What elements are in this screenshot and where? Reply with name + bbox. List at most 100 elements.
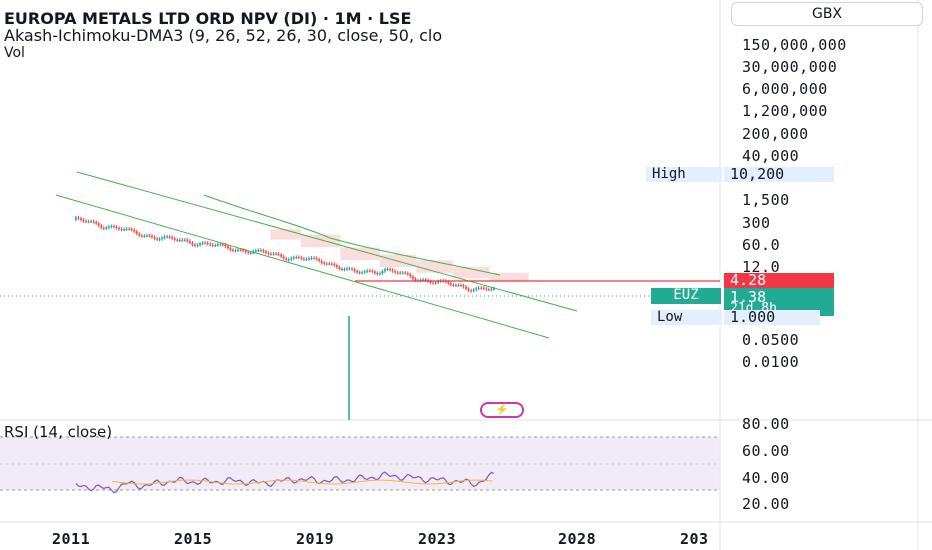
price-axis-label: 300 <box>742 214 771 232</box>
candle-body <box>348 268 351 270</box>
candle-body <box>87 221 90 223</box>
candle-body <box>300 257 303 259</box>
symbol-tag[interactable]: EUZ <box>651 288 721 304</box>
candle-body <box>447 281 450 284</box>
price-axis-label: 150,000,000 <box>742 36 847 54</box>
candle-body <box>459 285 462 287</box>
rsi-smoothing <box>112 479 493 485</box>
candle-body <box>414 278 417 281</box>
price-value: 1.38 <box>730 288 767 306</box>
price-axis-label: 1,200,000 <box>742 102 828 120</box>
candle-body <box>490 288 493 290</box>
lightning-icon[interactable]: ⚡ <box>480 402 524 418</box>
candle-body <box>148 235 151 237</box>
candle-body <box>219 244 222 246</box>
candle-body <box>206 242 209 244</box>
candle-body <box>409 274 412 277</box>
candle-body <box>470 290 473 292</box>
candle-body <box>112 226 115 228</box>
candle-body <box>107 226 110 228</box>
cloud-segment <box>340 247 380 261</box>
candle-body <box>356 270 359 273</box>
volume-label[interactable]: Vol <box>4 45 25 61</box>
price-axis-label: 30,000,000 <box>742 58 838 76</box>
candles <box>74 215 495 293</box>
price-axis-label: 6,000,000 <box>742 80 828 98</box>
candle-body <box>153 237 156 239</box>
candle-body <box>242 249 245 251</box>
high-label-tag: High <box>646 167 722 182</box>
candle-body <box>221 244 224 246</box>
candle-body <box>191 242 194 245</box>
candle-body <box>140 235 143 237</box>
candle-body <box>366 270 369 272</box>
rsi-axis-label: 60.00 <box>742 442 790 460</box>
rsi-series <box>75 471 495 494</box>
candle-body <box>424 279 427 281</box>
candle-body <box>358 272 361 274</box>
x-axis-label: 2019 <box>296 530 335 548</box>
candle-body <box>102 227 105 229</box>
candle-body <box>465 286 468 289</box>
price-axis-label: 0.0500 <box>742 331 800 349</box>
candle-body <box>259 249 262 251</box>
candle-body <box>485 288 488 290</box>
candle-body <box>244 250 247 253</box>
candle-body <box>204 242 207 244</box>
price-axis-label: 200,000 <box>742 125 809 143</box>
candle-body <box>325 263 328 265</box>
candle-body <box>158 239 161 241</box>
candle-body <box>454 285 457 287</box>
candle-body <box>161 237 164 240</box>
candle-body <box>90 221 93 223</box>
candle-body <box>201 242 204 244</box>
currency-button[interactable]: GBX <box>731 2 923 26</box>
rsi-label[interactable]: RSI (14, close) <box>4 423 113 441</box>
rsi-axis-label: 40.00 <box>742 469 790 487</box>
high-value-tag: 10,200 <box>724 167 834 182</box>
candle-body <box>432 282 435 284</box>
moving-average <box>203 194 501 276</box>
candle-body <box>229 248 232 250</box>
candle-body <box>262 250 265 252</box>
candle-body <box>452 284 455 286</box>
cloud-segment <box>452 267 490 279</box>
candle-body <box>335 265 338 268</box>
price-axis-label: 60.0 <box>742 236 781 254</box>
candle-body <box>320 260 323 263</box>
candle-body <box>199 243 202 245</box>
candle-body <box>128 228 131 230</box>
candle-body <box>77 217 80 219</box>
candle-body <box>492 288 495 290</box>
candle-body <box>171 237 174 239</box>
candle-body <box>411 276 414 279</box>
price-axis-label: 40,000 <box>742 147 800 165</box>
candle-body <box>396 272 399 274</box>
x-axis-label: 2023 <box>418 530 457 548</box>
candle-body <box>477 287 480 289</box>
rsi-line <box>75 471 495 494</box>
candle-body <box>249 252 252 254</box>
candle-body <box>429 281 432 283</box>
candle-body <box>457 285 460 287</box>
candle-body <box>226 246 229 249</box>
candle-body <box>188 240 191 243</box>
candle-body <box>305 259 308 261</box>
candle-body <box>254 250 257 252</box>
candle-body <box>145 235 148 237</box>
indicator-label[interactable]: Akash-Ichimoku-DMA3 (9, 26, 52, 26, 30, … <box>4 26 443 45</box>
candle-body <box>95 221 98 224</box>
price-axis-label: 12.0 <box>742 258 781 276</box>
candle-body <box>181 239 184 241</box>
candle-body <box>216 244 219 246</box>
candle-body <box>340 268 343 270</box>
candle-body <box>391 269 394 272</box>
candle-body <box>110 226 113 228</box>
candle-body <box>163 236 166 238</box>
candle-body <box>406 273 409 275</box>
x-axis-label: 2028 <box>558 530 597 548</box>
candle-body <box>404 272 407 274</box>
candle-body <box>368 270 371 272</box>
chart-title[interactable]: EUROPA METALS LTD ORD NPV (DI) · 1M · LS… <box>4 9 412 28</box>
candle-body <box>353 269 356 271</box>
